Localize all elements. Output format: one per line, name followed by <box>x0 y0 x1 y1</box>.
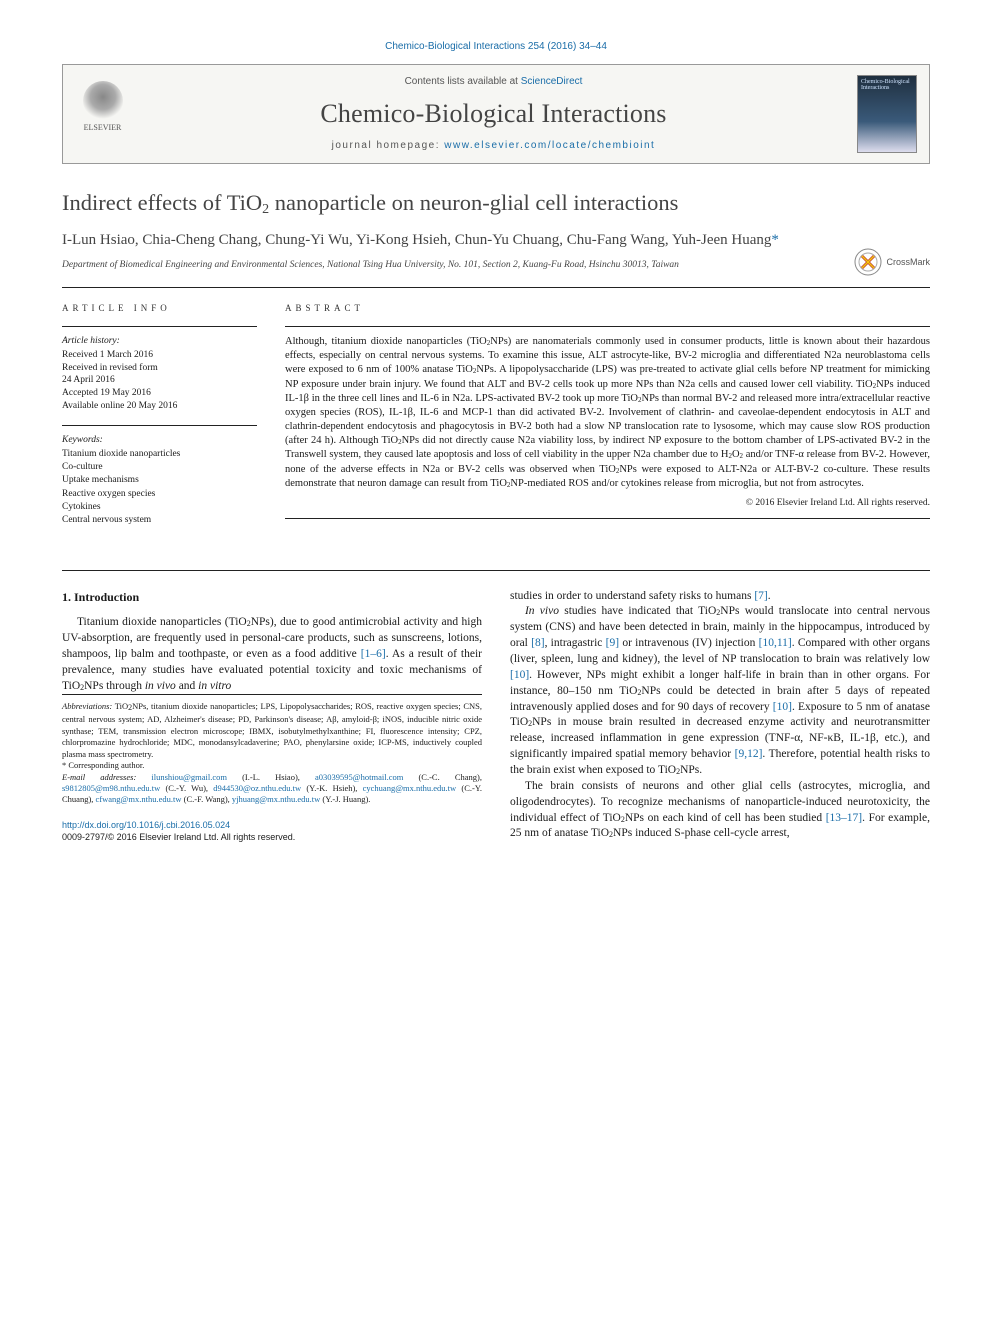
crossmark-label: CrossMark <box>886 256 930 268</box>
section-1-heading: 1. Introduction <box>62 589 482 606</box>
history-line: 24 April 2016 <box>62 374 257 387</box>
crossmark-icon <box>854 248 882 276</box>
masthead: ELSEVIER Contents lists available at Sci… <box>62 64 930 164</box>
body-column-right: studies in order to understand safety ri… <box>510 589 930 844</box>
keyword-item: Co-culture <box>62 461 257 474</box>
authors-text: I-Lun Hsiao, Chia-Cheng Chang, Chung-Yi … <box>62 232 771 248</box>
homepage-line: journal homepage: www.elsevier.com/locat… <box>130 139 857 153</box>
article-info-column: ARTICLE INFO Article history: Received 1… <box>62 288 257 540</box>
history-heading: Article history: <box>62 335 257 348</box>
journal-cover-thumbnail <box>857 75 917 153</box>
abbreviations: Abbreviations: TiO2NPs, titanium dioxide… <box>62 701 482 760</box>
contents-prefix: Contents lists available at <box>405 76 521 87</box>
homepage-prefix: journal homepage: <box>332 140 445 151</box>
elsevier-logo: ELSEVIER <box>75 81 130 146</box>
history-line: Received 1 March 2016 <box>62 349 257 362</box>
keyword-item: Cytokines <box>62 501 257 514</box>
keyword-item: Central nervous system <box>62 514 257 527</box>
intro-paragraph-1-cont: studies in order to understand safety ri… <box>510 589 930 605</box>
affiliation: Department of Biomedical Engineering and… <box>62 259 930 272</box>
article-title: Indirect effects of TiO2 nanoparticle on… <box>62 189 930 219</box>
doi-link[interactable]: http://dx.doi.org/10.1016/j.cbi.2016.05.… <box>62 820 230 830</box>
abbr-heading: Abbreviations: <box>62 701 112 711</box>
intro-paragraph-1: Titanium dioxide nanoparticles (TiO2NPs)… <box>62 615 482 694</box>
abstract-label: ABSTRACT <box>285 302 930 314</box>
page-root: Chemico-Biological Interactions 254 (201… <box>0 0 992 873</box>
abbr-body: TiO2NPs, titanium dioxide nanoparticles;… <box>62 701 482 758</box>
corresponding-author-note: * Corresponding author. <box>62 760 482 771</box>
elsevier-tree-icon <box>83 81 123 121</box>
journal-name: Chemico-Biological Interactions <box>130 96 857 131</box>
info-abstract-row: ARTICLE INFO Article history: Received 1… <box>62 287 930 540</box>
contents-available-line: Contents lists available at ScienceDirec… <box>130 75 857 89</box>
author-email-link[interactable]: a03039595@hotmail.com <box>315 772 403 782</box>
body-column-left: 1. Introduction Titanium dioxide nanopar… <box>62 589 482 844</box>
author-email-link[interactable]: cfwang@mx.nthu.edu.tw <box>96 794 182 804</box>
sciencedirect-link[interactable]: ScienceDirect <box>521 76 583 87</box>
author-email-who: (C.-Y. Wu), <box>160 783 213 793</box>
keywords-block: Keywords: Titanium dioxide nanoparticles… <box>62 434 257 528</box>
abstract-copyright: © 2016 Elsevier Ireland Ltd. All rights … <box>285 497 930 510</box>
title-post: nanoparticle on neuron-glial cell intera… <box>269 190 678 215</box>
crossmark-badge[interactable]: CrossMark <box>854 248 930 276</box>
title-pre: Indirect effects of TiO <box>62 190 262 215</box>
abstract-body: Although, titanium dioxide nanoparticles… <box>285 335 930 491</box>
history-line: Received in revised form <box>62 362 257 375</box>
author-email-link[interactable]: yjhuang@mx.nthu.edu.tw <box>232 794 320 804</box>
author-email-who: (C.-C. Chang), <box>403 772 482 782</box>
author-email-link[interactable]: ilunshiou@gmail.com <box>151 772 227 782</box>
abstract-column: ABSTRACT Although, titanium dioxide nano… <box>285 288 930 540</box>
history-line: Accepted 19 May 2016 <box>62 387 257 400</box>
author-email-who: (Y.-J. Huang). <box>320 794 370 804</box>
keyword-item: Uptake mechanisms <box>62 474 257 487</box>
email-addresses: E-mail addresses: ilunshiou@gmail.com (I… <box>62 772 482 806</box>
keyword-item: Reactive oxygen species <box>62 488 257 501</box>
masthead-center: Contents lists available at ScienceDirec… <box>130 75 857 153</box>
author-email-link[interactable]: d944530@oz.nthu.edu.tw <box>213 783 301 793</box>
issn-copyright: 0009-2797/© 2016 Elsevier Ireland Ltd. A… <box>62 832 295 842</box>
publisher-name: ELSEVIER <box>84 123 122 134</box>
authors-list: I-Lun Hsiao, Chia-Cheng Chang, Chung-Yi … <box>62 230 930 251</box>
author-email-who: (Y.-K. Hsieh), <box>301 783 363 793</box>
journal-citation: Chemico-Biological Interactions 254 (201… <box>62 40 930 54</box>
keyword-item: Titanium dioxide nanoparticles <box>62 448 257 461</box>
history-line: Available online 20 May 2016 <box>62 400 257 413</box>
corresponding-marker: * <box>771 232 779 248</box>
doi-block: http://dx.doi.org/10.1016/j.cbi.2016.05.… <box>62 820 482 843</box>
article-history-block: Article history: Received 1 March 2016 R… <box>62 335 257 413</box>
homepage-link[interactable]: www.elsevier.com/locate/chembioint <box>444 140 655 151</box>
author-email-who: (C.-F. Wang), <box>182 794 232 804</box>
article-info-label: ARTICLE INFO <box>62 302 257 314</box>
intro-paragraph-3: The brain consists of neurons and other … <box>510 779 930 842</box>
author-email-who: (I.-L. Hsiao), <box>227 772 315 782</box>
author-email-link[interactable]: cychuang@mx.nthu.edu.tw <box>363 783 457 793</box>
footnotes-block: Abbreviations: TiO2NPs, titanium dioxide… <box>62 694 482 806</box>
email-heading: E-mail addresses: <box>62 772 136 782</box>
keywords-heading: Keywords: <box>62 434 257 447</box>
author-email-link[interactable]: s9812805@m98.nthu.edu.tw <box>62 783 160 793</box>
intro-paragraph-2: In vivo studies have indicated that TiO2… <box>510 604 930 778</box>
body-columns: 1. Introduction Titanium dioxide nanopar… <box>62 570 930 844</box>
